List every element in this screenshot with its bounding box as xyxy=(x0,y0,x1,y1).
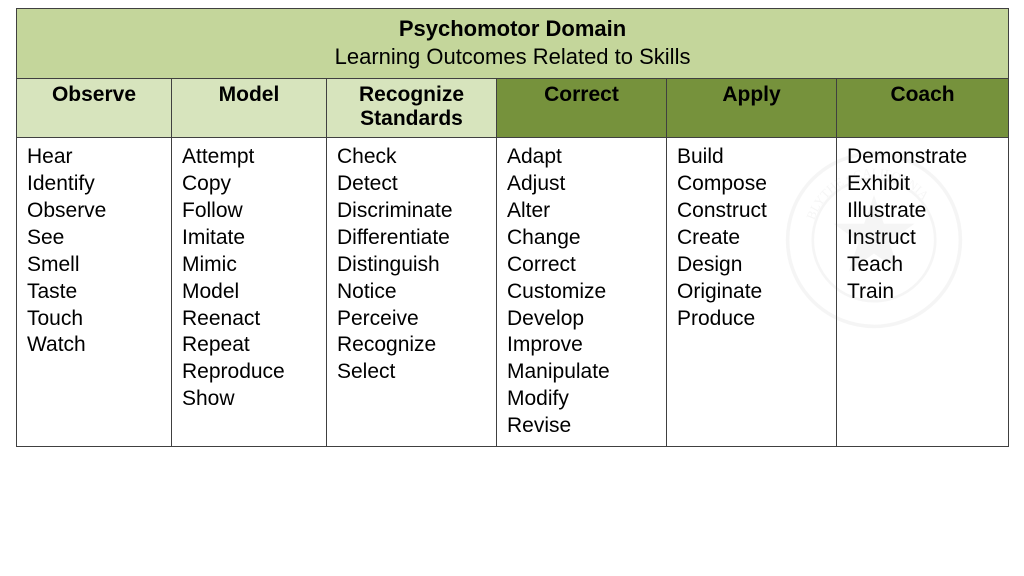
list-item: Improve xyxy=(507,332,660,359)
list-item: Differentiate xyxy=(337,225,490,252)
list-item: Create xyxy=(677,225,830,252)
column-body: BuildComposeConstructCreateDesignOrigina… xyxy=(667,138,837,447)
column-header: Model xyxy=(172,79,327,138)
list-item: Imitate xyxy=(182,225,320,252)
list-item: Correct xyxy=(507,252,660,279)
list-item: Alter xyxy=(507,198,660,225)
list-item: Model xyxy=(182,279,320,306)
list-item: Taste xyxy=(27,279,165,306)
list-item: Copy xyxy=(182,171,320,198)
column-header: RecognizeStandards xyxy=(327,79,497,138)
list-item: Illustrate xyxy=(847,198,1002,225)
list-item: Show xyxy=(182,386,320,413)
list-item: Check xyxy=(337,144,490,171)
column-body: AttemptCopyFollowImitateMimicModelReenac… xyxy=(172,138,327,447)
psychomotor-table: Psychomotor Domain Learning Outcomes Rel… xyxy=(16,8,1009,447)
list-item: Select xyxy=(337,359,490,386)
list-item: Demonstrate xyxy=(847,144,1002,171)
list-item: Reenact xyxy=(182,306,320,333)
column-body: CheckDetectDiscriminateDifferentiateDist… xyxy=(327,138,497,447)
list-item: Recognize xyxy=(337,332,490,359)
list-item: Change xyxy=(507,225,660,252)
list-item: Observe xyxy=(27,198,165,225)
column-body: HearIdentifyObserveSeeSmellTasteTouchWat… xyxy=(17,138,172,447)
list-item: Distinguish xyxy=(337,252,490,279)
list-item: Develop xyxy=(507,306,660,333)
list-item: Teach xyxy=(847,252,1002,279)
list-item: Train xyxy=(847,279,1002,306)
list-item: Compose xyxy=(677,171,830,198)
list-item: Customize xyxy=(507,279,660,306)
list-item: Design xyxy=(677,252,830,279)
list-item: Touch xyxy=(27,306,165,333)
table-title-cell: Psychomotor Domain Learning Outcomes Rel… xyxy=(17,9,1009,79)
list-item: Follow xyxy=(182,198,320,225)
list-item: Repeat xyxy=(182,332,320,359)
list-item: Perceive xyxy=(337,306,490,333)
list-item: Construct xyxy=(677,198,830,225)
title-main: Psychomotor Domain xyxy=(399,16,626,41)
list-item: Modify xyxy=(507,386,660,413)
column-header: Coach xyxy=(837,79,1009,138)
column-body: AdaptAdjustAlterChangeCorrectCustomizeDe… xyxy=(497,138,667,447)
list-item: Originate xyxy=(677,279,830,306)
list-item: Adjust xyxy=(507,171,660,198)
list-item: Exhibit xyxy=(847,171,1002,198)
list-item: Hear xyxy=(27,144,165,171)
list-item: Instruct xyxy=(847,225,1002,252)
list-item: Smell xyxy=(27,252,165,279)
column-header: Observe xyxy=(17,79,172,138)
list-item: Revise xyxy=(507,413,660,440)
list-item: Mimic xyxy=(182,252,320,279)
list-item: Identify xyxy=(27,171,165,198)
list-item: Attempt xyxy=(182,144,320,171)
body-row: HearIdentifyObserveSeeSmellTasteTouchWat… xyxy=(17,138,1009,447)
list-item: Notice xyxy=(337,279,490,306)
list-item: See xyxy=(27,225,165,252)
column-header: Correct xyxy=(497,79,667,138)
list-item: Watch xyxy=(27,332,165,359)
list-item: Manipulate xyxy=(507,359,660,386)
list-item: Detect xyxy=(337,171,490,198)
list-item: Produce xyxy=(677,306,830,333)
list-item: Adapt xyxy=(507,144,660,171)
list-item: Build xyxy=(677,144,830,171)
title-sub: Learning Outcomes Related to Skills xyxy=(335,44,691,69)
column-header-row: ObserveModelRecognizeStandardsCorrectApp… xyxy=(17,79,1009,138)
column-header: Apply xyxy=(667,79,837,138)
list-item: Reproduce xyxy=(182,359,320,386)
column-body: DemonstrateExhibitIllustrateInstructTeac… xyxy=(837,138,1009,447)
list-item: Discriminate xyxy=(337,198,490,225)
